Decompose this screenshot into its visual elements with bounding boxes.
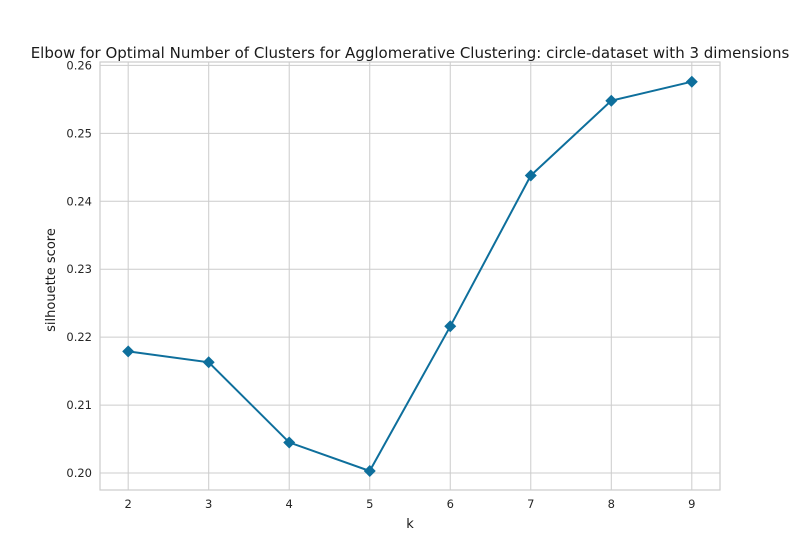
tick-labels: 2 3 4 5 6 7 8 9 0.20 0.21 0.22 0.23 0.24 0.25 0.26 <box>66 58 695 511</box>
y-tick-label: 0.23 <box>66 262 92 276</box>
series-markers <box>122 75 698 477</box>
x-tick-label: 8 <box>608 497 615 511</box>
data-point-marker <box>524 169 537 182</box>
y-tick-label: 0.21 <box>66 398 92 412</box>
y-tick-label: 0.26 <box>66 58 92 72</box>
plot-frame <box>99 61 721 491</box>
y-tick-label: 0.25 <box>66 126 92 140</box>
data-point-marker <box>122 345 135 358</box>
x-tick-label: 9 <box>688 497 695 511</box>
x-axis-label: k <box>406 517 414 532</box>
x-tick-label: 5 <box>366 497 373 511</box>
y-axis-label: silhouette score <box>44 228 59 332</box>
x-tick-label: 3 <box>205 497 212 511</box>
x-tick-label: 2 <box>125 497 132 511</box>
series-line <box>128 80 693 473</box>
data-point-marker <box>685 75 698 88</box>
x-tick-label: 7 <box>527 497 534 511</box>
data-point-marker <box>444 320 457 333</box>
data-point-marker <box>202 356 215 369</box>
data-point-marker <box>283 436 296 449</box>
data-point-marker <box>605 94 618 107</box>
y-tick-label: 0.22 <box>66 330 92 344</box>
x-tick-label: 4 <box>286 497 293 511</box>
y-tick-label: 0.20 <box>66 466 92 480</box>
grid <box>100 62 720 490</box>
y-tick-label: 0.24 <box>66 194 92 208</box>
chart-title: Elbow for Optimal Number of Clusters for… <box>31 44 790 62</box>
data-point-marker <box>363 464 376 477</box>
x-tick-label: 6 <box>447 497 454 511</box>
